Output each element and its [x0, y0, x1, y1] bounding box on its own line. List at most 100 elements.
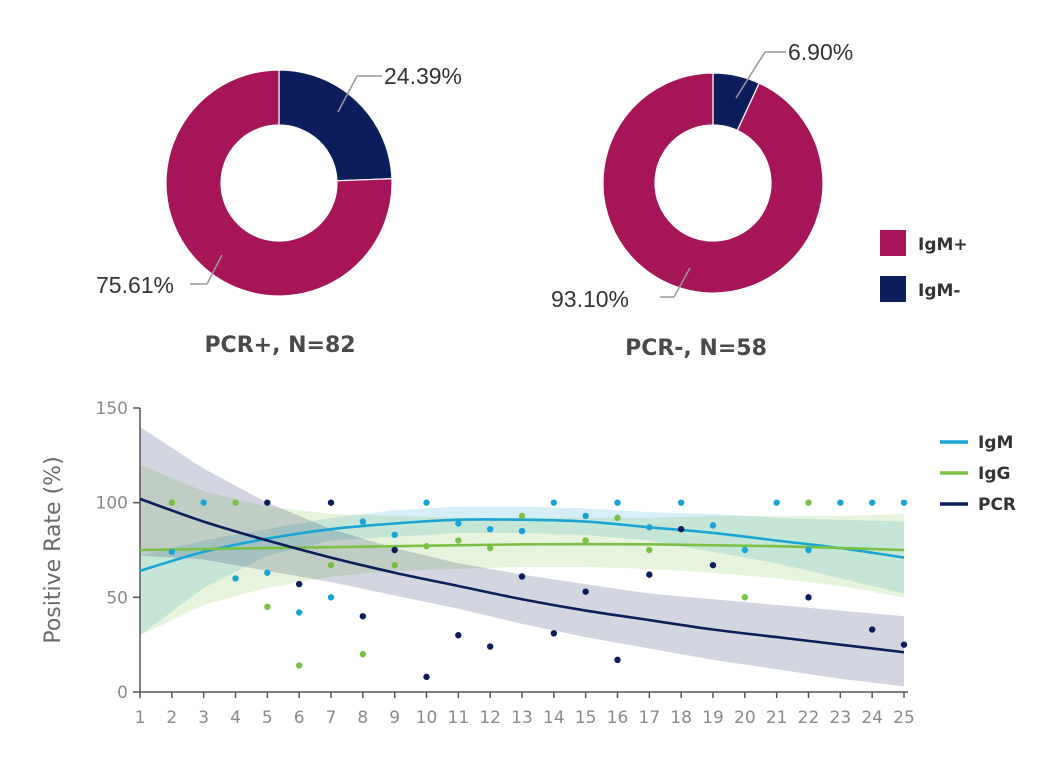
point-pcr	[264, 499, 271, 506]
point-igm	[391, 531, 398, 539]
y-tick-label: 100	[96, 494, 128, 514]
point-pcr	[868, 626, 876, 633]
point-igm	[168, 548, 176, 556]
x-tick-label: 14	[543, 708, 565, 728]
point-igg	[518, 512, 526, 520]
point-igg	[486, 544, 494, 552]
y-tick-label: 0	[117, 683, 128, 703]
x-tick-label: 1	[135, 708, 146, 728]
x-tick-label: 19	[702, 708, 724, 728]
x-tick-label: 4	[230, 708, 241, 728]
x-tick-label: 15	[575, 708, 597, 728]
x-tick-label: 7	[326, 708, 337, 728]
point-igm	[200, 499, 207, 506]
x-tick-label: 3	[198, 708, 209, 728]
point-igg	[359, 650, 367, 658]
x-tick-label: 8	[357, 708, 368, 728]
leader-line	[673, 267, 691, 298]
point-igm	[646, 524, 653, 531]
x-tick-label: 2	[166, 708, 177, 728]
pie2-label-igm-neg: 6.90%	[788, 39, 853, 65]
fit-line-igm	[139, 518, 905, 573]
point-igg	[614, 514, 621, 522]
point-igg	[646, 546, 653, 554]
point-igm	[232, 575, 239, 582]
x-tick-label: 18	[670, 708, 692, 728]
legend-label-igm: IgM	[978, 433, 1013, 453]
point-pcr	[646, 571, 653, 578]
pie-legend: IgM+ IgM-	[880, 230, 968, 302]
point-igm	[518, 527, 526, 535]
pie1-label-igm-pos: 75.61%	[96, 272, 174, 298]
band-igm	[140, 506, 904, 636]
point-igm	[773, 499, 780, 506]
leader-line	[206, 254, 223, 285]
point-igm	[486, 525, 494, 533]
donut-chart-pcr-negative	[602, 72, 824, 294]
point-igg	[741, 594, 749, 601]
x-tick-label: 16	[607, 708, 629, 728]
legend-label-igm-pos: IgM+	[918, 235, 968, 255]
point-igg	[423, 543, 430, 550]
data-points	[168, 499, 908, 681]
point-igm	[359, 518, 367, 525]
pie2-title: PCR-, N=58	[625, 336, 767, 361]
point-pcr	[423, 673, 430, 681]
point-igm	[900, 499, 908, 506]
x-tick-label: 25	[893, 708, 915, 728]
point-igg	[455, 537, 462, 544]
point-pcr	[391, 546, 398, 554]
legend-label-igg: IgG	[978, 464, 1010, 484]
point-igm	[550, 499, 558, 506]
point-igg	[327, 561, 335, 569]
point-igg	[805, 499, 812, 506]
point-pcr	[677, 525, 685, 533]
x-tick-label: 13	[511, 708, 533, 728]
point-igm	[805, 546, 812, 554]
point-pcr	[486, 643, 494, 650]
fit-line-pcr	[139, 497, 905, 654]
pie1-label-igm-neg: 24.39%	[384, 63, 462, 89]
point-igm	[709, 522, 717, 529]
pie-slice-igm-pos	[165, 69, 393, 297]
x-tick-label: 24	[861, 708, 883, 728]
point-pcr	[582, 588, 589, 595]
point-igg	[232, 499, 239, 506]
point-igm	[837, 499, 844, 506]
point-igg	[391, 561, 398, 569]
point-igm	[295, 609, 303, 616]
point-pcr	[359, 613, 367, 620]
y-tick-label: 150	[96, 399, 128, 419]
band-igg	[140, 464, 904, 636]
pie1-title: PCR+, N=82	[204, 333, 355, 358]
point-igm	[327, 594, 335, 601]
point-pcr	[455, 632, 462, 639]
point-igg	[582, 537, 589, 544]
x-tick-label: 22	[798, 708, 820, 728]
point-igm	[741, 546, 749, 554]
point-pcr	[709, 561, 717, 569]
y-axis-label: Positive Rate (%)	[41, 456, 66, 643]
point-igg	[264, 603, 271, 610]
point-pcr	[550, 630, 558, 637]
x-tick-label: 6	[294, 708, 305, 728]
point-igg	[168, 499, 176, 506]
x-tick-label: 21	[766, 708, 788, 728]
x-tick-label: 12	[479, 708, 501, 728]
point-igm	[423, 499, 430, 506]
fit-lines	[139, 497, 905, 654]
x-tick-label: 5	[262, 708, 273, 728]
point-pcr	[900, 641, 908, 648]
pie2-label-igm-pos: 93.10%	[551, 286, 629, 312]
donut-chart-pcr-positive	[165, 69, 393, 297]
pie-slice-igm-neg	[278, 69, 393, 182]
line-legend: IgM IgG PCR	[940, 433, 1016, 515]
x-tick-label: 23	[830, 708, 852, 728]
y-tick-label: 50	[106, 588, 128, 608]
legend-label-pcr: PCR	[978, 495, 1016, 515]
point-igg	[295, 662, 303, 669]
point-pcr	[327, 499, 335, 506]
point-pcr	[614, 656, 621, 664]
